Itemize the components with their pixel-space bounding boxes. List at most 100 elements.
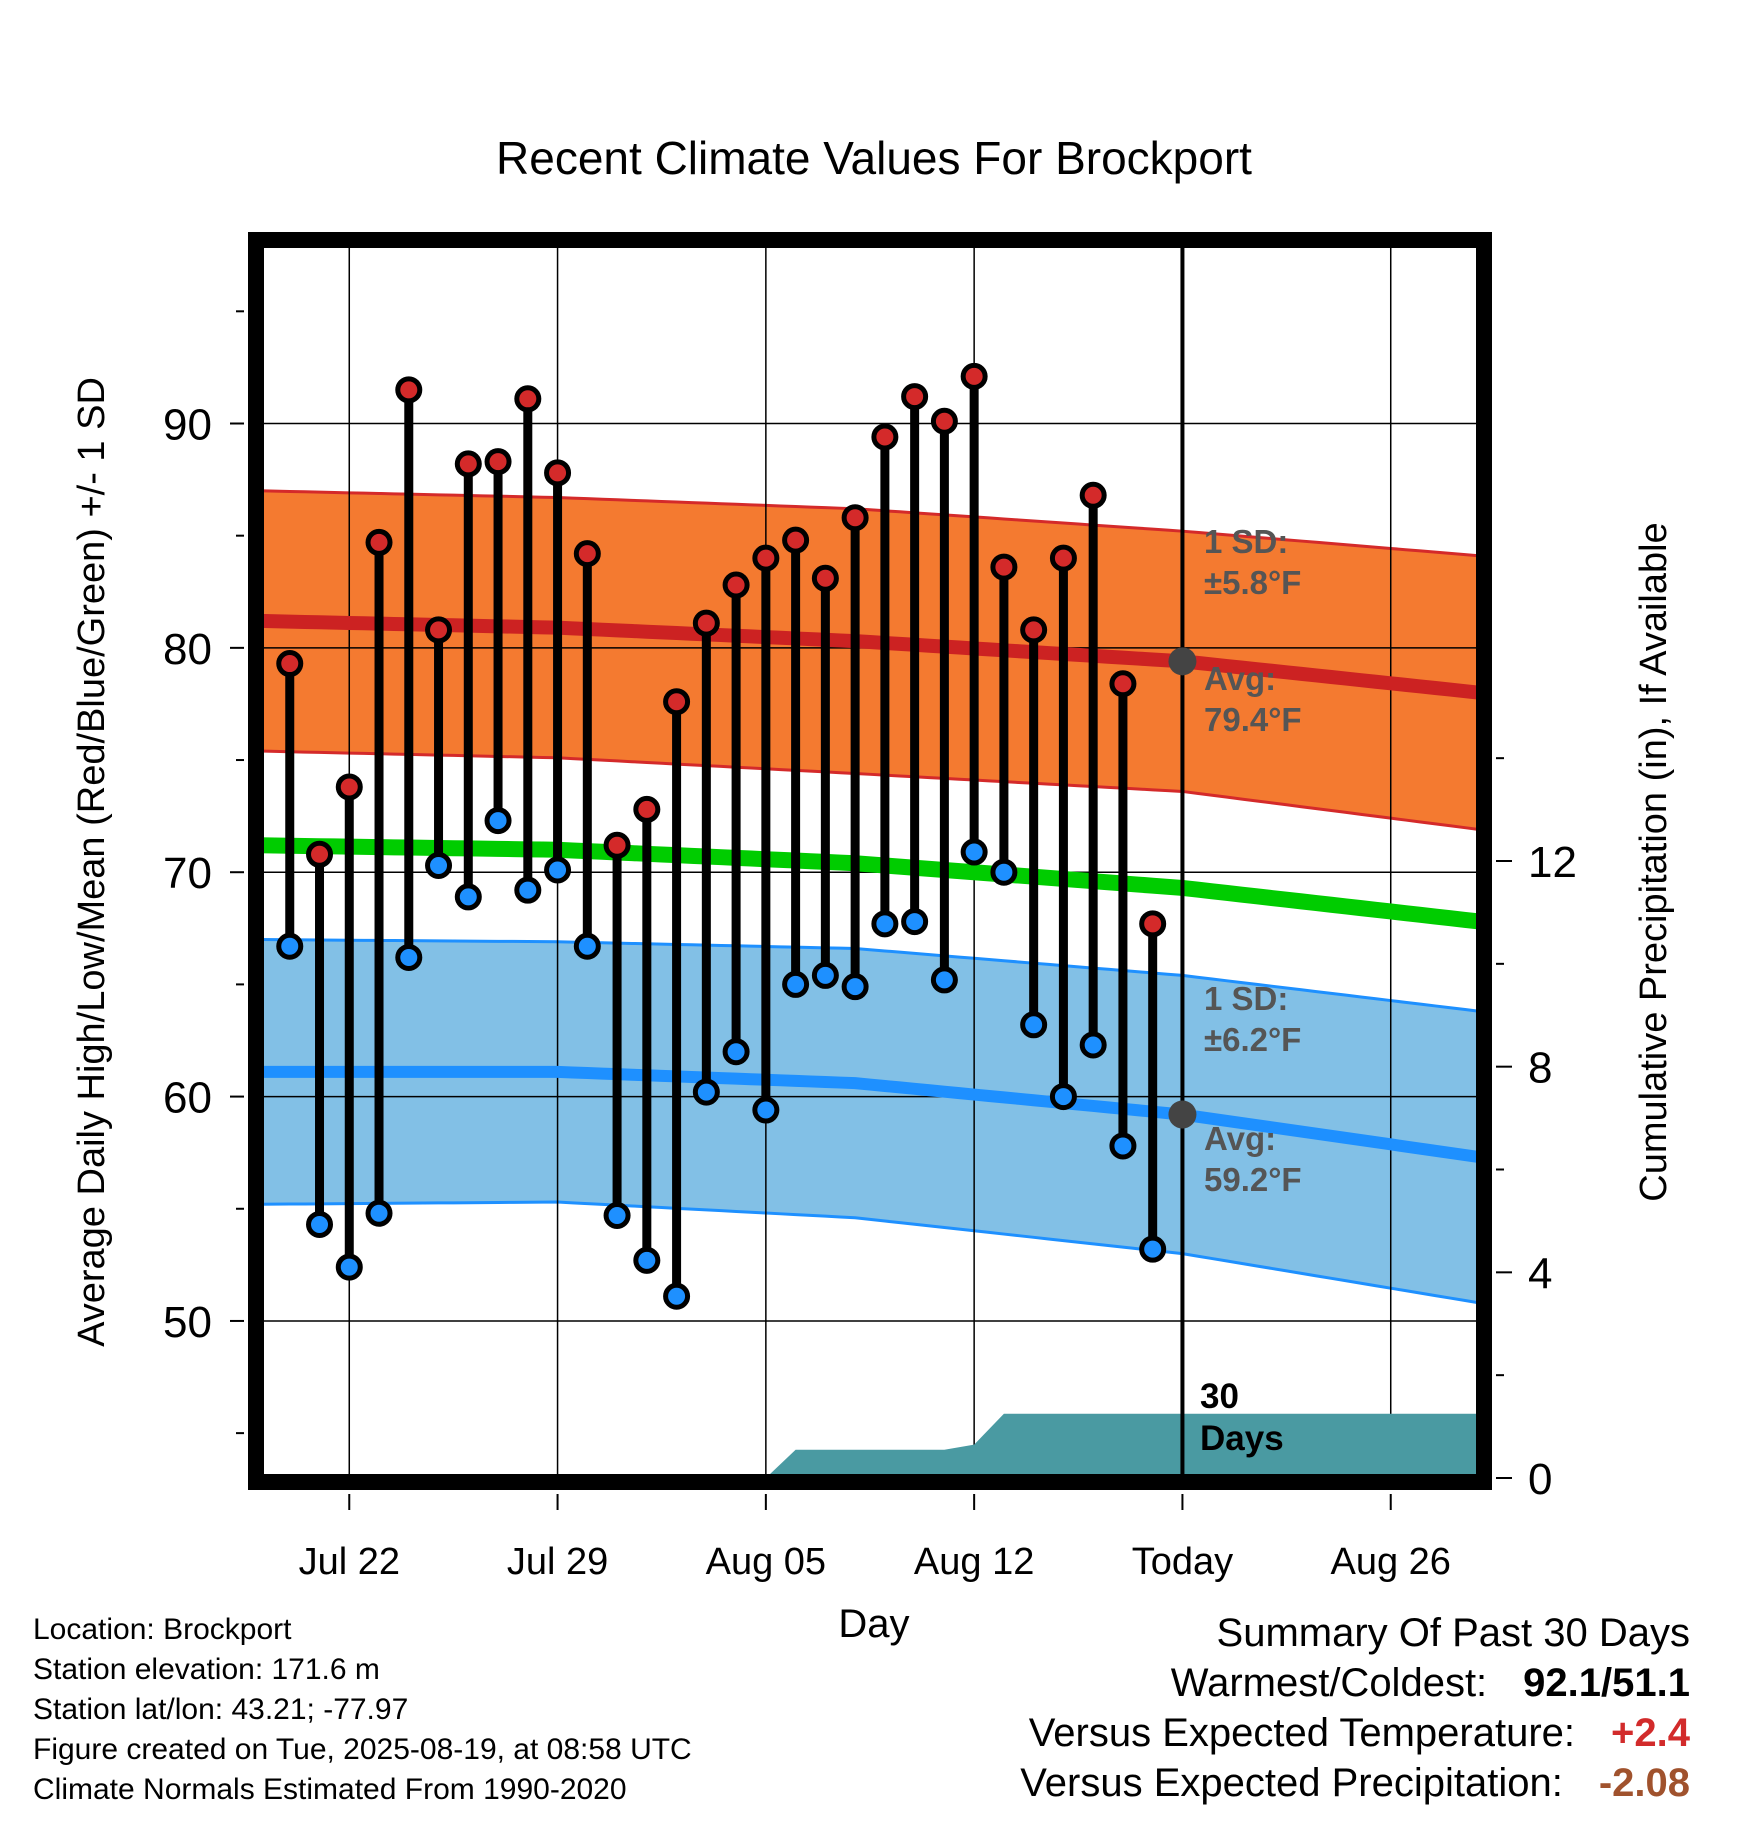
- low-point: [365, 1199, 393, 1227]
- high-point: [633, 795, 661, 823]
- low-point: [692, 1078, 720, 1106]
- low-point: [722, 1038, 750, 1066]
- high-point: [1079, 481, 1107, 509]
- high-point: [871, 423, 899, 451]
- low-sd-lower: [260, 1200, 1480, 1305]
- warmest-coldest-value: 92.1/51.1: [1523, 1661, 1690, 1705]
- low-point: [811, 961, 839, 989]
- high-point: [454, 450, 482, 478]
- high-sd-upper: [260, 489, 1480, 558]
- low-point: [1139, 1235, 1167, 1263]
- created-text: Figure created on Tue, 2025-08-19, at 08…: [33, 1733, 692, 1766]
- normal-mean-line: [260, 837, 1480, 930]
- high-point: [544, 459, 572, 487]
- low-sd-value: ±6.2°F: [1204, 1021, 1301, 1058]
- high-point: [514, 385, 542, 413]
- high-point: [425, 616, 453, 644]
- y-right-tick-label: 12: [1528, 838, 1577, 887]
- low-point: [544, 856, 572, 884]
- high-point: [395, 376, 423, 404]
- low-point: [752, 1096, 780, 1124]
- high-sd-title: 1 SD:: [1204, 523, 1288, 560]
- high-point: [722, 571, 750, 599]
- y-axis-left-label: Average Daily High/Low/Mean (Red/Blue/Gr…: [71, 377, 113, 1347]
- precip-departure-row: Versus Expected Precipitation: -2.08: [1020, 1758, 1690, 1808]
- summary-panel: Summary Of Past 30 Days Warmest/Coldest:…: [1020, 1608, 1690, 1808]
- y-right-tick-label: 4: [1528, 1249, 1552, 1298]
- warmest-coldest-row: Warmest/Coldest: 92.1/51.1: [1020, 1658, 1690, 1708]
- normal-low-line: [260, 1065, 1480, 1164]
- y-left-tick-label: 50: [163, 1298, 212, 1347]
- high-point: [603, 831, 631, 859]
- high-point: [573, 540, 601, 568]
- y-axis-right-label: Cumulative Precipitation (in), If Availa…: [1633, 522, 1675, 1201]
- x-tick-label: Aug 12: [914, 1541, 1034, 1583]
- high-point: [841, 504, 869, 532]
- low-point: [335, 1253, 363, 1281]
- plot-inner: [260, 244, 1480, 1478]
- y-right-tick-label: 8: [1528, 1044, 1552, 1093]
- high-point: [365, 528, 393, 556]
- high-point: [663, 688, 691, 716]
- normal-high-line: [260, 613, 1480, 700]
- summary-title: Summary Of Past 30 Days: [1216, 1611, 1690, 1655]
- low-avg-title: Avg:: [1204, 1120, 1276, 1157]
- chart-title: Recent Climate Values For Brockport: [496, 132, 1252, 184]
- high-sd-value: ±5.8°F: [1204, 564, 1301, 601]
- low-point: [306, 1210, 334, 1238]
- low-point: [990, 858, 1018, 886]
- low-sd-title: 1 SD:: [1204, 980, 1288, 1017]
- low-point: [1079, 1031, 1107, 1059]
- x-axis-label: Day: [838, 1602, 909, 1646]
- high-point: [960, 362, 988, 390]
- low-point: [484, 807, 512, 835]
- y-left-tick-label: 70: [163, 849, 212, 898]
- y-left-tick-label: 80: [163, 625, 212, 674]
- high-point: [692, 609, 720, 637]
- precip-departure-label: Versus Expected Precipitation:: [1020, 1761, 1563, 1805]
- low-avg-value: 59.2°F: [1204, 1161, 1302, 1198]
- days-count-word: Days: [1200, 1419, 1284, 1458]
- precip-area: [765, 1413, 1480, 1478]
- days-count-number: 30: [1200, 1377, 1239, 1416]
- temp-departure-row: Versus Expected Temperature: +2.4: [1020, 1708, 1690, 1758]
- high-point: [930, 407, 958, 435]
- plot-area: 1 SD: ±5.8°F Avg: 79.4°F 1 SD: ±6.2°F Avg: 59.2…: [163, 232, 1577, 1583]
- low-point: [573, 932, 601, 960]
- x-tick-label: Jul 22: [299, 1541, 400, 1583]
- low-point: [841, 973, 869, 1001]
- temp-departure-label: Versus Expected Temperature:: [1028, 1711, 1576, 1755]
- low-point: [930, 966, 958, 994]
- low-point: [960, 838, 988, 866]
- low-point: [603, 1201, 631, 1229]
- low-point: [871, 910, 899, 938]
- low-point: [1109, 1132, 1137, 1160]
- high-avg-title: Avg:: [1204, 660, 1276, 697]
- high-point: [335, 773, 363, 801]
- low-point: [454, 883, 482, 911]
- high-point: [901, 383, 929, 411]
- low-point: [1020, 1011, 1048, 1039]
- high-point: [1139, 910, 1167, 938]
- low-point: [663, 1282, 691, 1310]
- today-normal-low-marker: [1168, 1100, 1197, 1129]
- high-point: [811, 564, 839, 592]
- x-tick-label: Aug 26: [1331, 1541, 1451, 1583]
- low-point: [1049, 1083, 1077, 1111]
- high-point: [306, 840, 334, 868]
- low-point: [276, 932, 304, 960]
- low-point: [633, 1246, 661, 1274]
- today-normal-high-marker: [1168, 647, 1197, 676]
- low-point: [425, 851, 453, 879]
- high-point: [1049, 544, 1077, 572]
- low-point: [395, 943, 423, 971]
- high-point: [1020, 616, 1048, 644]
- high-point: [276, 650, 304, 678]
- temp-departure-value: +2.4: [1611, 1711, 1690, 1755]
- elevation-text: Station elevation: 171.6 m: [33, 1653, 380, 1686]
- normals-text: Climate Normals Estimated From 1990-2020: [33, 1773, 627, 1806]
- low-point: [514, 876, 542, 904]
- plot-frame: [248, 232, 1492, 1490]
- x-tick-label: Today: [1132, 1541, 1233, 1583]
